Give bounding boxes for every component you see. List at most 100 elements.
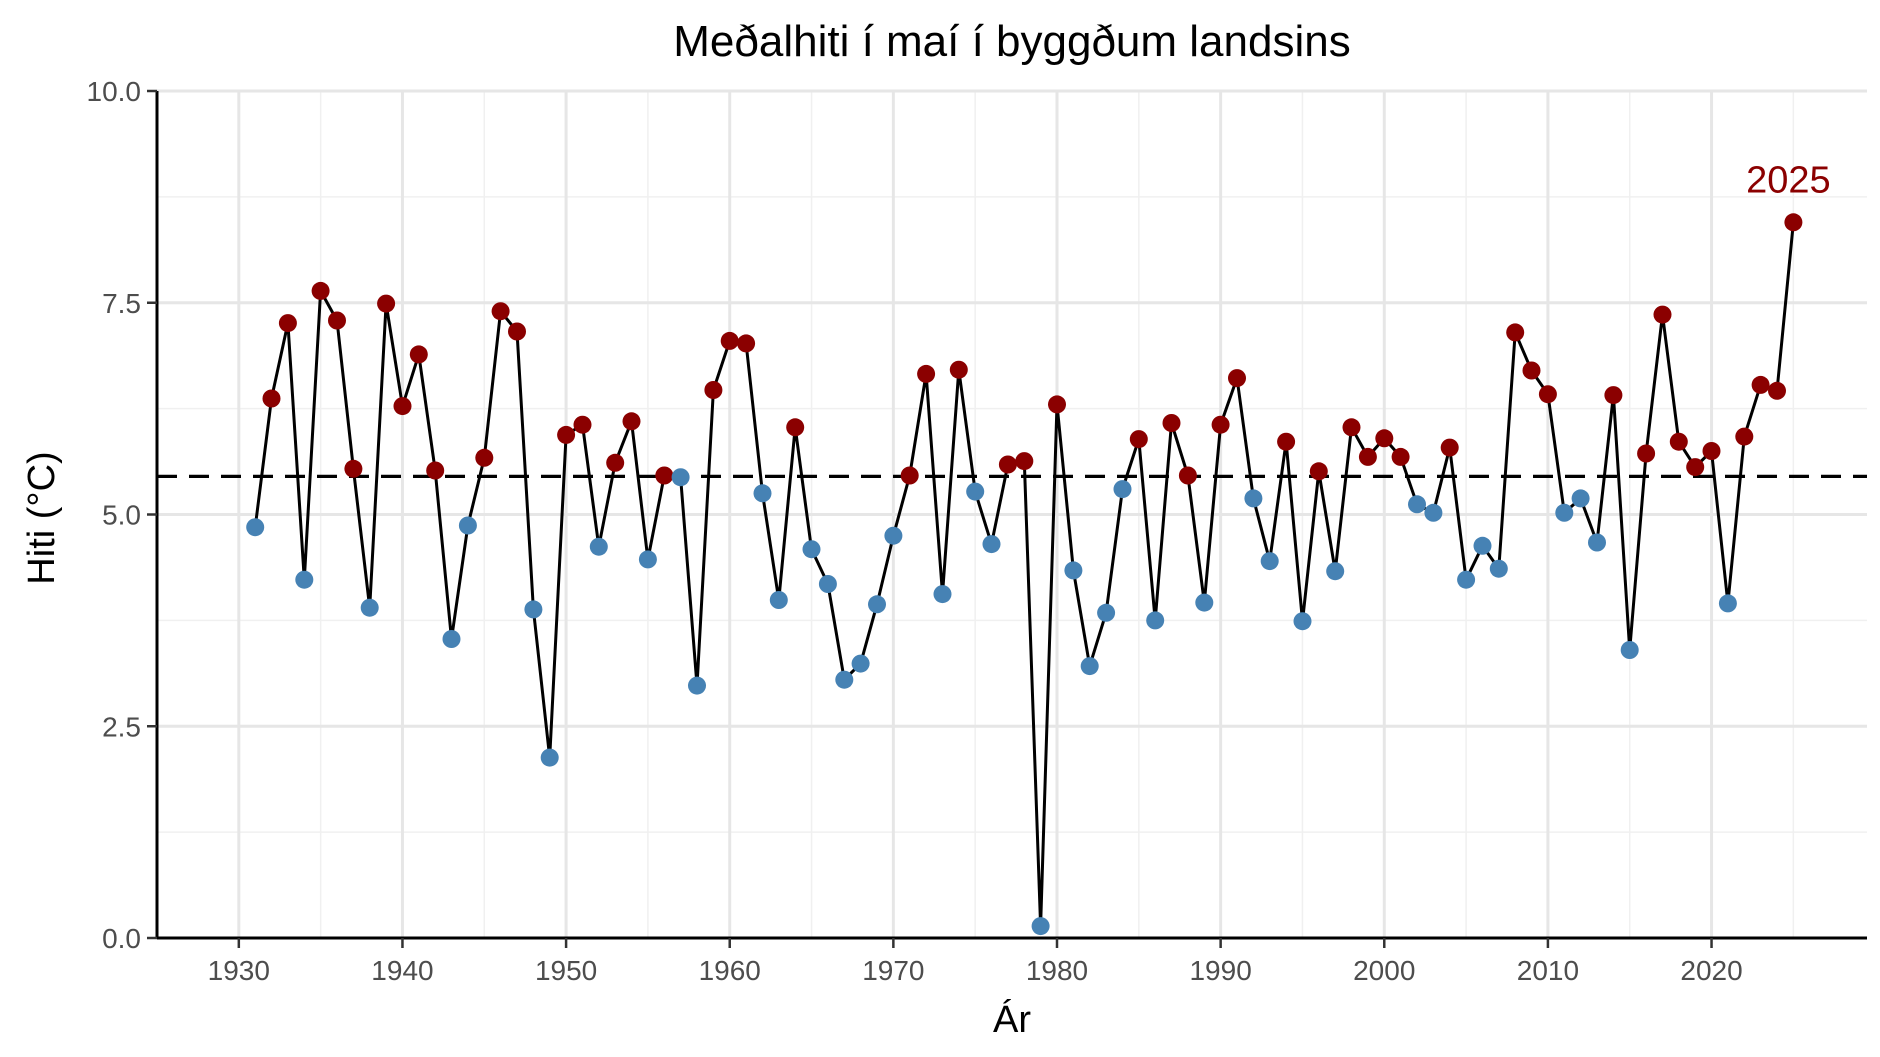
data-point — [1162, 414, 1181, 432]
data-points — [246, 213, 1803, 936]
data-point — [1702, 442, 1721, 460]
data-point — [1653, 305, 1672, 324]
data-point — [753, 484, 772, 503]
data-point — [524, 600, 543, 619]
data-point — [475, 448, 494, 467]
data-point — [1031, 917, 1050, 936]
data-point — [557, 425, 576, 444]
data-point — [737, 334, 756, 353]
x-tick-label: 1950 — [535, 955, 597, 986]
data-point — [393, 397, 412, 416]
data-point — [409, 345, 428, 364]
data-point — [295, 570, 314, 589]
data-point — [884, 526, 903, 545]
y-tick-label: 7.5 — [102, 288, 141, 319]
data-point — [1473, 536, 1492, 555]
data-point — [1342, 418, 1361, 437]
data-point — [1669, 432, 1688, 451]
data-point — [982, 535, 1001, 554]
data-point — [1555, 503, 1574, 522]
x-tick-label: 1940 — [371, 955, 433, 986]
data-point — [1784, 213, 1803, 232]
data-point — [1440, 438, 1459, 457]
data-point — [802, 540, 821, 559]
data-point — [1064, 561, 1083, 580]
x-tick-label: 2000 — [1353, 955, 1415, 986]
x-axis-title: Ár — [993, 998, 1031, 1041]
data-point — [360, 598, 379, 617]
data-point — [1457, 570, 1476, 589]
data-point — [1195, 593, 1214, 612]
data-point — [377, 294, 396, 313]
axes — [147, 89, 1867, 948]
data-point — [1080, 657, 1099, 676]
data-point — [1637, 444, 1656, 463]
data-point — [1768, 381, 1786, 400]
data-point — [426, 461, 445, 480]
data-point — [1735, 427, 1754, 446]
data-point — [1358, 447, 1377, 466]
tick-labels: 1930 1940 1950 1960 1970 1980 1990 2000 2010 2020… — [87, 76, 1743, 986]
data-point — [1326, 562, 1345, 581]
data-point — [998, 455, 1017, 474]
data-point — [1588, 533, 1606, 552]
data-point — [311, 281, 330, 300]
annotation-2025: 2025 — [1746, 159, 1831, 201]
data-point — [606, 453, 625, 472]
data-point — [786, 418, 805, 437]
y-tick-label: 2.5 — [102, 711, 141, 742]
data-point — [1178, 466, 1197, 485]
series-line-group — [253, 222, 1795, 928]
y-tick-label: 0.0 — [102, 923, 141, 954]
data-point — [835, 670, 854, 689]
data-point — [328, 311, 346, 330]
data-point — [1048, 395, 1066, 414]
data-point — [917, 364, 936, 383]
data-point — [769, 591, 788, 609]
series-line — [253, 222, 1795, 928]
data-point — [949, 360, 968, 379]
y-tick-label: 5.0 — [102, 500, 141, 531]
data-point — [540, 748, 559, 767]
data-point — [1244, 489, 1263, 508]
data-point — [442, 630, 461, 648]
data-point — [655, 466, 674, 485]
x-tick-label: 1970 — [862, 955, 924, 986]
grid — [157, 89, 1867, 940]
x-tick-label: 2020 — [1680, 955, 1742, 986]
x-tick-label: 1960 — [699, 955, 761, 986]
data-point — [1293, 612, 1312, 631]
data-point — [1408, 495, 1426, 514]
data-point — [638, 550, 657, 569]
data-point — [1571, 489, 1590, 508]
data-point — [1718, 594, 1737, 613]
data-point — [589, 537, 608, 556]
data-point — [933, 585, 952, 604]
data-point — [671, 468, 690, 487]
x-tick-label: 1990 — [1189, 955, 1251, 986]
data-point — [1097, 603, 1116, 622]
data-point — [1309, 462, 1328, 481]
chart-title: Meðalhiti í maí í byggðum landsins — [673, 17, 1350, 66]
data-point — [1489, 559, 1508, 578]
data-point — [851, 654, 870, 673]
data-point — [1522, 361, 1541, 380]
data-point — [1146, 611, 1165, 630]
data-point — [1129, 430, 1148, 449]
data-point — [1277, 432, 1296, 451]
data-point — [704, 381, 723, 399]
data-point — [1113, 480, 1132, 499]
data-point — [1260, 552, 1279, 571]
data-point — [1015, 452, 1034, 471]
data-point — [458, 516, 477, 535]
data-point — [344, 459, 363, 478]
data-point — [1391, 447, 1410, 466]
x-tick-label: 1930 — [208, 955, 270, 986]
data-point — [1424, 503, 1443, 522]
data-point — [508, 322, 526, 341]
data-point — [720, 331, 739, 350]
data-point — [573, 415, 592, 434]
data-point — [622, 412, 641, 431]
y-axis-title: Hiti (°C) — [21, 451, 63, 584]
